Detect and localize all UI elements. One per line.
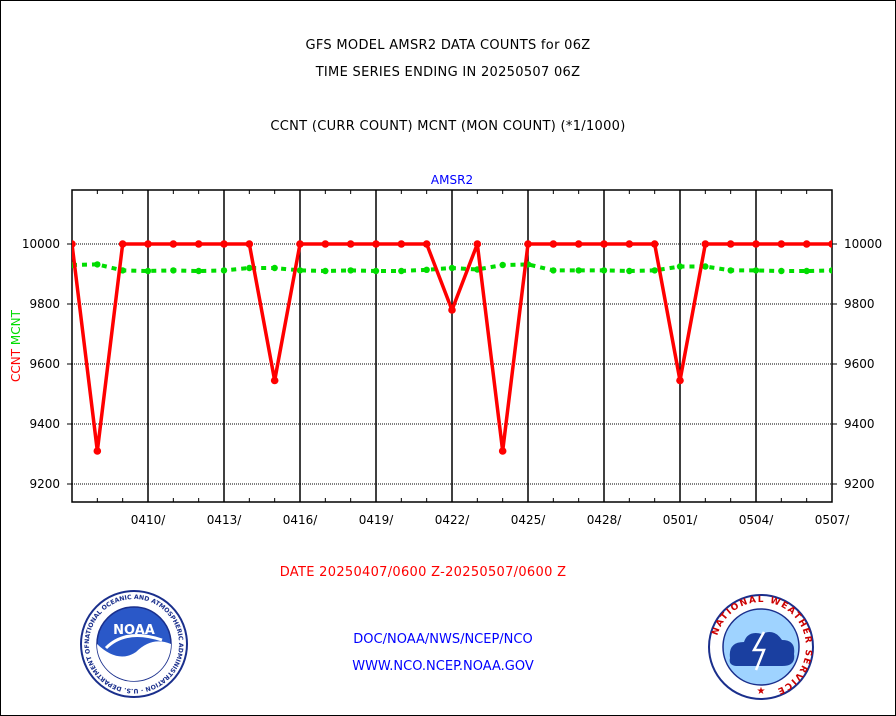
x-tick-label: 0416/ [283, 513, 319, 527]
data-point-ccnt [549, 240, 558, 248]
data-point-mcnt [271, 264, 278, 272]
data-point-ccnt [220, 240, 228, 248]
y-tick-label-left: 9200 [29, 477, 60, 491]
data-point-ccnt [524, 240, 532, 248]
data-point-mcnt [803, 267, 810, 275]
data-point-mcnt [448, 264, 456, 272]
y-tick-label-right: 9800 [844, 297, 875, 311]
data-point-mcnt [144, 267, 152, 275]
data-point-mcnt [398, 267, 405, 275]
data-point-mcnt [220, 267, 228, 274]
x-tick-label: 0425/ [511, 513, 547, 527]
data-point-mcnt [170, 267, 177, 274]
data-point-mcnt [778, 267, 785, 275]
data-point-ccnt [473, 240, 482, 248]
data-point-mcnt [575, 267, 582, 274]
y-tick-label-left: 9600 [29, 357, 60, 371]
data-point-mcnt [600, 267, 608, 274]
chart-title-line2: TIME SERIES ENDING IN 20250507 06Z [315, 65, 581, 80]
data-point-ccnt [144, 240, 152, 248]
data-point-ccnt [448, 306, 456, 314]
data-point-ccnt [321, 240, 330, 248]
credit-org-line: DOC/NOAA/NWS/NCEP/NCO [353, 632, 533, 647]
data-point-ccnt [118, 240, 127, 248]
data-point-mcnt [626, 267, 633, 275]
data-point-ccnt [752, 240, 760, 248]
data-point-mcnt [727, 267, 734, 274]
data-point-mcnt [372, 267, 380, 275]
data-point-ccnt [296, 240, 304, 248]
y-tick-label-left: 9800 [29, 297, 60, 311]
y-axis-label: CCNT MCNT [9, 309, 23, 382]
x-tick-label: 0419/ [359, 513, 395, 527]
y-tick-label-right: 9200 [844, 477, 875, 491]
data-point-mcnt [550, 267, 557, 274]
data-point-mcnt [676, 263, 684, 270]
data-point-ccnt [422, 240, 431, 248]
nws-logo-icon: NATIONAL WEATHER SERVICE ★ [708, 594, 814, 700]
data-point-mcnt [347, 267, 354, 274]
data-point-ccnt [650, 240, 659, 248]
data-point-ccnt [270, 376, 279, 385]
y-axis-label-part: CCNT [9, 348, 23, 382]
y-tick-label-right: 9400 [844, 417, 875, 431]
data-point-ccnt [397, 240, 406, 248]
data-point-ccnt [625, 240, 634, 248]
data-point-ccnt [169, 240, 178, 248]
data-point-ccnt [701, 240, 710, 248]
data-point-mcnt [828, 267, 832, 274]
data-point-ccnt [828, 240, 832, 248]
data-point-mcnt [195, 267, 202, 275]
data-point-ccnt [346, 240, 355, 248]
data-point-ccnt [777, 240, 786, 248]
x-tick-label: 0501/ [663, 513, 699, 527]
series-mcnt [72, 261, 832, 275]
data-point-mcnt [702, 263, 709, 270]
series-ccnt [72, 240, 832, 455]
x-tick-label: 0410/ [131, 513, 167, 527]
data-point-mcnt [499, 261, 506, 269]
svg-text:NOAA: NOAA [113, 623, 155, 638]
x-tick-label: 0507/ [815, 513, 851, 527]
x-tick-label: 0422/ [435, 513, 471, 527]
data-point-ccnt [676, 376, 684, 385]
data-point-mcnt [752, 267, 760, 274]
y-tick-label-left: 9400 [29, 417, 60, 431]
date-range-label: DATE 20250407/0600 Z-20250507/0600 Z [279, 565, 567, 580]
data-point-ccnt [726, 240, 735, 248]
y-tick-label-left: 10000 [22, 237, 60, 251]
y-tick-label-right: 10000 [844, 237, 882, 251]
data-point-ccnt [72, 240, 76, 248]
data-point-ccnt [498, 447, 507, 455]
data-point-ccnt [574, 240, 583, 248]
x-tick-label: 0428/ [587, 513, 623, 527]
data-point-mcnt [94, 261, 101, 268]
plot-title: AMSR2 [431, 173, 473, 187]
svg-text:★: ★ [757, 686, 766, 697]
data-point-mcnt [651, 267, 658, 274]
data-point-ccnt [93, 447, 102, 455]
data-point-ccnt [600, 240, 608, 248]
data-point-ccnt [194, 240, 203, 248]
chart-title-line3: CCNT (CURR COUNT) MCNT (MON COUNT) (*1/1… [270, 119, 626, 134]
y-tick-label-right: 9600 [844, 357, 875, 371]
data-point-ccnt [245, 240, 254, 248]
chart-title-line1: GFS MODEL AMSR2 DATA COUNTS for 06Z [305, 38, 591, 53]
data-point-ccnt [372, 240, 380, 248]
data-point-ccnt [802, 240, 811, 248]
x-tick-label: 0413/ [207, 513, 243, 527]
data-point-mcnt [423, 266, 430, 273]
data-point-mcnt [246, 264, 253, 272]
data-point-mcnt [296, 267, 304, 274]
noaa-logo-icon: NOAA NATIONAL OCEANIC AND ATMOSPHERIC AD… [78, 588, 188, 698]
x-tick-label: 0504/ [739, 513, 775, 527]
y-axis-label-part: MCNT [9, 309, 23, 349]
data-point-mcnt [322, 267, 329, 275]
credit-url-line[interactable]: WWW.NCO.NCEP.NOAA.GOV [352, 659, 534, 674]
